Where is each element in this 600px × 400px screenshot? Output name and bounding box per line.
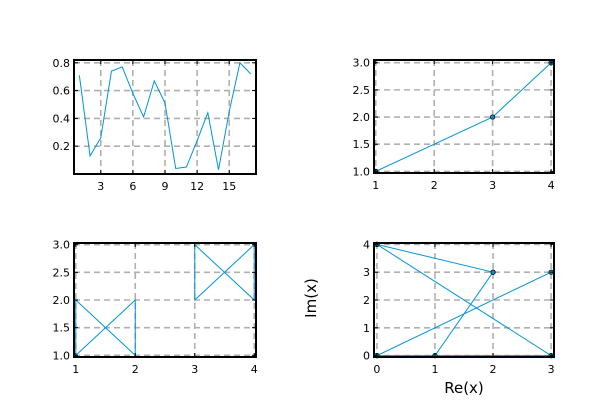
x-tick-label: 4 (548, 179, 555, 192)
y-tick-label: 3.0 (53, 239, 71, 252)
x-axis-title: Re(x) (444, 379, 484, 397)
x-tick-label: 2 (431, 179, 438, 192)
y-tick-label: 3 (363, 266, 370, 279)
subplot-2: 1 2 3 4 1.0 1.5 2.0 2.5 3.0 (353, 57, 555, 192)
y-tick-label: 1.0 (53, 349, 71, 362)
y-tick-label: 1.5 (53, 322, 71, 335)
data-point (490, 269, 496, 275)
y-tick-label: 2.0 (353, 111, 371, 124)
y-tick-label: 0.4 (53, 112, 71, 125)
x-tick-label: 4 (251, 363, 258, 376)
x-tick-label: 1 (372, 179, 379, 192)
x-tick-label: 1 (431, 363, 438, 376)
y-tick-label: 2.5 (53, 266, 71, 279)
x-tick-label: 3 (548, 363, 555, 376)
series-line-1 (78, 61, 252, 170)
data-point (490, 114, 496, 120)
y-tick-label: 2.5 (353, 84, 371, 97)
y-tick-label: 1 (363, 322, 370, 335)
y-tick-label: 0 (363, 350, 370, 363)
y-tick-label: 0.2 (53, 140, 71, 153)
plot-frame (373, 59, 555, 174)
x-tick-label: 1 (72, 363, 79, 376)
y-tick-label: 2.0 (53, 294, 71, 307)
x-tick-label: 6 (129, 180, 136, 193)
x-tick-label: 3 (489, 179, 496, 192)
y-tick-label: 0.8 (53, 57, 71, 70)
subplot-4: 0 1 2 3 0 1 2 3 4 Re(x) Im(x) (302, 238, 555, 397)
x-tick-label: 0 (373, 363, 380, 376)
y-tick-label: 3.0 (353, 57, 371, 70)
series-line-2 (376, 271, 552, 357)
y-tick-label: 1.5 (353, 138, 371, 151)
subplot-1: 3 6 9 12 15 0.2 0.4 0.6 0.8 (53, 57, 257, 193)
y-axis-title: Im(x) (302, 278, 320, 318)
y-tick-label: 1.0 (353, 165, 371, 178)
y-tick-label: 4 (363, 238, 370, 251)
x-tick-label: 12 (190, 180, 204, 193)
y-tick-label: 2 (363, 294, 370, 307)
y-tick-label: 0.6 (53, 85, 71, 98)
subplot-3: 1 2 3 4 1.0 1.5 2.0 2.5 3.0 (53, 239, 258, 376)
x-tick-label: 2 (132, 363, 139, 376)
x-tick-label: 9 (162, 180, 169, 193)
x-tick-label: 2 (490, 363, 497, 376)
x-tick-label: 15 (222, 180, 236, 193)
x-tick-label: 3 (97, 180, 104, 193)
x-tick-label: 3 (191, 363, 198, 376)
